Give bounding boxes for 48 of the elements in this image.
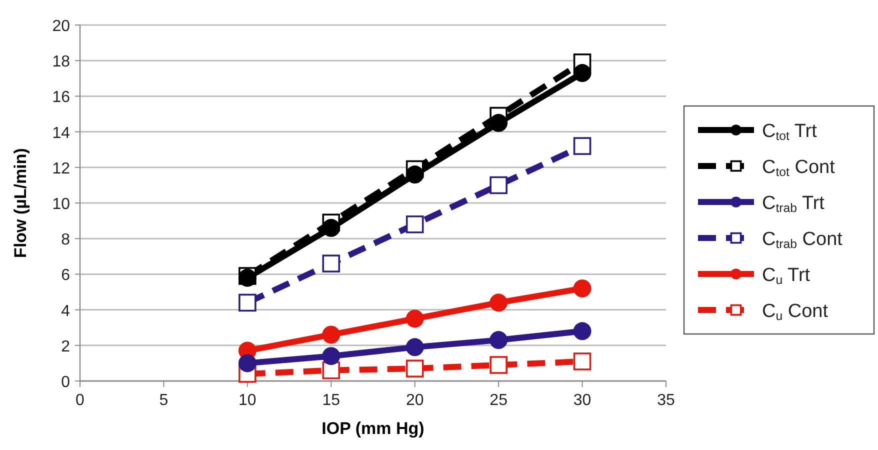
legend-label: C$_{tot}$ Cont [762, 157, 836, 179]
point [238, 294, 256, 312]
point [490, 356, 508, 374]
y-tick-label: 0 [61, 374, 70, 391]
legend-label: C$_{tot}$ Trt [762, 121, 818, 143]
x-tick-label: 10 [238, 392, 256, 409]
legend-label: C$_{trab}$ Trt [762, 193, 826, 215]
y-tick-label: 6 [61, 267, 70, 284]
y-axis-title: Flow (µL/min) [11, 148, 30, 258]
y-tick-label: 20 [52, 18, 70, 35]
point [573, 137, 592, 155]
x-tick-label: 25 [490, 392, 508, 409]
x-axis-title: IOP (mm Hg) [322, 419, 424, 438]
point [406, 215, 424, 234]
x-tick-label: 30 [573, 392, 592, 409]
point [322, 347, 340, 366]
y-tick-label: 2 [61, 338, 70, 356]
x-tick-label: 35 [657, 392, 675, 409]
point [490, 331, 508, 350]
x-tick-label: 5 [159, 392, 168, 409]
y-tick-label: 12 [52, 160, 70, 178]
y-tick-label: 14 [52, 124, 70, 142]
legend-label: C$_{u}$ Trt [762, 265, 811, 287]
point [573, 64, 592, 82]
y-tick-label: 8 [61, 232, 70, 249]
point [238, 354, 256, 372]
point [406, 166, 424, 184]
x-tick-label: 20 [406, 392, 424, 409]
y-tick-label: 18 [52, 54, 70, 71]
point [322, 218, 340, 237]
y-tick-label: 10 [52, 196, 70, 213]
point [322, 254, 340, 272]
point [322, 326, 340, 344]
point [573, 322, 592, 340]
point [573, 279, 592, 298]
point [406, 338, 424, 356]
point [406, 360, 424, 378]
point [490, 294, 508, 312]
legend-label: C$_{trab}$ Cont [762, 229, 844, 251]
point [490, 176, 508, 194]
x-tick-label: 0 [76, 392, 85, 409]
point [490, 114, 508, 132]
legend-label: C$_{u}$ Cont [762, 301, 829, 323]
y-tick-label: 16 [52, 89, 70, 106]
point [573, 352, 592, 370]
y-tick-label: 4 [61, 302, 70, 320]
x-tick-label: 15 [322, 392, 340, 409]
point [406, 310, 424, 328]
